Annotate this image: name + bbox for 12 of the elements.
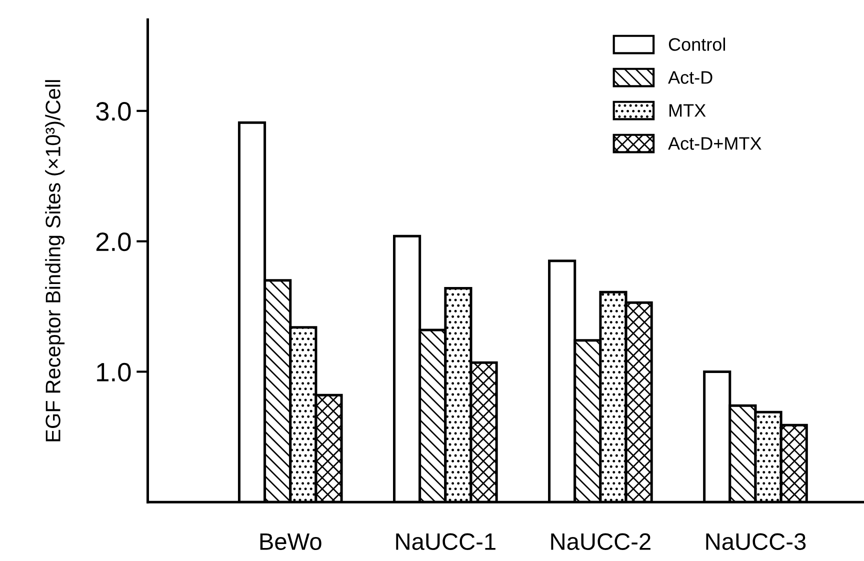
legend-label: Control [668, 38, 725, 51]
legend-label: MTX [669, 104, 706, 117]
y-tick-label: 3.0 [96, 102, 131, 121]
x-tick-label: NaUCC-2 [551, 533, 650, 550]
y-tick-label: 2.0 [96, 232, 131, 252]
legend-label: Act-D+MTX [668, 137, 762, 150]
legend-label: Act-D [668, 71, 712, 84]
x-tick-label: NaUCC-1 [396, 533, 496, 550]
y-axis-title: EGF Receptor Binding Sites (×10³)/Cell [45, 80, 65, 442]
x-tick-label: NaUCC-3 [706, 533, 806, 550]
x-tick-label: BeWo [260, 534, 322, 550]
y-tick-label: 1.0 [97, 362, 131, 382]
